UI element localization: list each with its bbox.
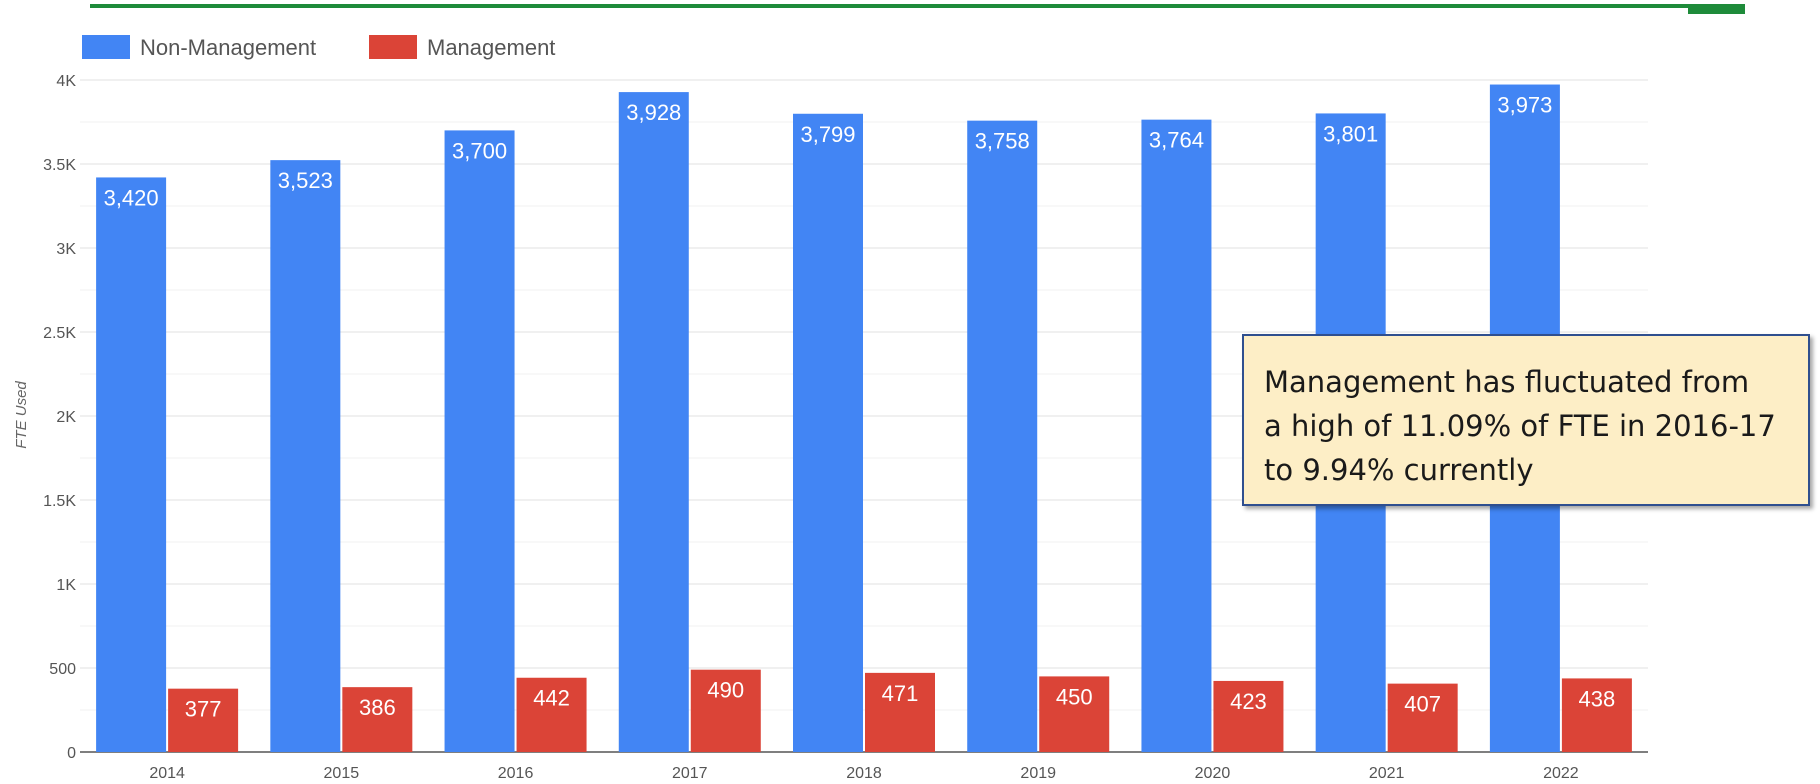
- data-label-management: 471: [882, 681, 919, 706]
- data-label-management: 386: [359, 695, 396, 720]
- legend-swatch: [369, 35, 417, 59]
- data-label-non-management: 3,758: [975, 129, 1030, 154]
- x-tick-label: 2015: [324, 765, 360, 782]
- bar-management: [865, 672, 935, 752]
- bar-non-management: [96, 177, 167, 752]
- bar-management: [516, 677, 587, 752]
- y-axis: 0 500 1K 1.5K 2K 2.5K 3K 3.5K 4K: [43, 73, 76, 762]
- data-label-management: 438: [1579, 686, 1616, 711]
- x-tick-label: 2020: [1195, 765, 1231, 782]
- y-tick-label: 2K: [56, 409, 76, 426]
- data-label-management: 442: [533, 686, 570, 711]
- bar-management: [342, 687, 413, 752]
- legend-label: Non-Management: [140, 35, 316, 60]
- y-tick-label: 1K: [56, 577, 76, 594]
- data-label-management: 450: [1056, 684, 1093, 709]
- x-axis: 2014 2015 2016 2017 2018 2019 2020 2021 2022: [149, 765, 1578, 782]
- y-tick-label: 3.5K: [43, 157, 76, 174]
- y-tick-label: 2.5K: [43, 325, 76, 342]
- data-label-non-management: 3,928: [626, 100, 681, 125]
- bar-non-management: [444, 130, 515, 752]
- x-tick-label: 2021: [1369, 765, 1405, 782]
- bar-management: [690, 669, 761, 752]
- data-label-non-management: 3,801: [1323, 121, 1378, 146]
- data-label-management: 407: [1404, 692, 1441, 717]
- data-label-management: 377: [185, 697, 222, 722]
- data-label-non-management: 3,523: [278, 168, 333, 193]
- x-tick-label: 2016: [498, 765, 534, 782]
- callout-line-1: Management has fluctuated from: [1264, 365, 1750, 399]
- y-tick-label: 500: [49, 661, 76, 678]
- y-tick-label: 3K: [56, 241, 76, 258]
- legend: Non-Management Management: [82, 35, 555, 60]
- callout-line-2: a high of 11.09% of FTE in 2016-17: [1264, 409, 1776, 443]
- bar-management: [168, 688, 239, 752]
- bar-non-management: [793, 113, 863, 752]
- annotation-callout: Management has fluctuated from a high of…: [1242, 334, 1810, 506]
- bar-non-management: [1141, 119, 1212, 752]
- bar-management: [1213, 680, 1284, 752]
- data-label-non-management: 3,700: [452, 138, 507, 163]
- y-tick-label: 0: [67, 745, 76, 762]
- x-tick-label: 2017: [672, 765, 708, 782]
- legend-swatch: [82, 35, 130, 59]
- bars: 3,420 377 3,523 386 3,700 442 3,928 490 3,799 471…: [96, 84, 1632, 753]
- x-tick-label: 2014: [149, 765, 185, 782]
- y-tick-label: 4K: [56, 73, 76, 90]
- y-axis-label: FTE Used: [13, 381, 30, 449]
- legend-label: Management: [427, 35, 555, 60]
- x-tick-label: 2019: [1020, 765, 1056, 782]
- callout-line-3: to 9.94% currently: [1264, 453, 1534, 487]
- x-tick-label: 2022: [1543, 765, 1579, 782]
- data-label-management: 490: [707, 678, 744, 703]
- bar-non-management: [270, 160, 341, 753]
- data-label-non-management: 3,799: [800, 122, 855, 147]
- bar-management: [1561, 678, 1632, 752]
- bar-non-management: [967, 120, 1038, 752]
- data-label-management: 423: [1230, 689, 1267, 714]
- bar-management: [1387, 683, 1458, 752]
- x-tick-label: 2018: [846, 765, 882, 782]
- bar-non-management: [618, 92, 689, 752]
- data-label-non-management: 3,973: [1497, 93, 1552, 118]
- data-label-non-management: 3,764: [1149, 128, 1204, 153]
- data-label-non-management: 3,420: [104, 185, 159, 210]
- bar-management: [1039, 676, 1110, 752]
- top-rule-end: [1688, 4, 1745, 14]
- y-tick-label: 1.5K: [43, 493, 76, 510]
